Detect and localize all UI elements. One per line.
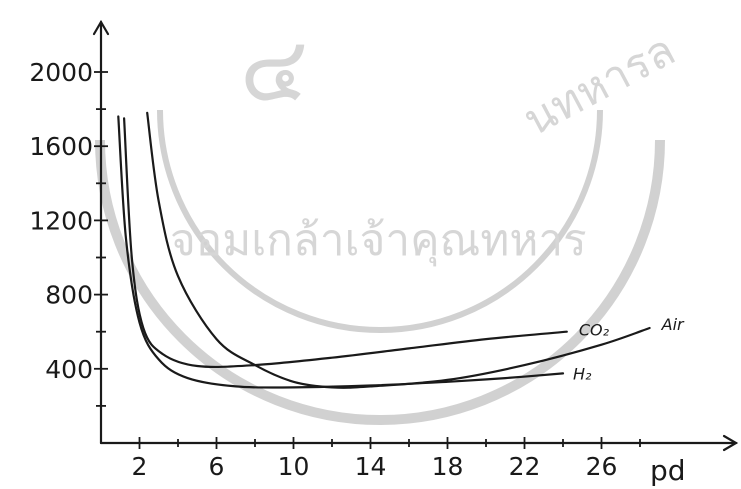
x-tick-label: 18: [432, 452, 464, 481]
y-tick-label: 400: [45, 355, 93, 384]
x-tick-label: 22: [509, 452, 541, 481]
y-tick-label: 1200: [29, 206, 93, 235]
x-tick-label: 10: [278, 452, 310, 481]
watermark-text: จอมเกล้าเจ้าคุณทหาร: [170, 215, 587, 267]
y-tick-label: 800: [45, 281, 93, 310]
series-line-h: [117, 115, 565, 389]
series-label-h: H₂: [573, 364, 592, 383]
watermark-seal: จอมเกล้าเจ้าคุณทหาร นทหารล ๔: [95, 17, 684, 425]
series-label-air: Air: [661, 315, 685, 334]
series-line-air: [146, 111, 651, 389]
x-axis-arrow: [722, 434, 739, 452]
x-tick-label: 14: [355, 452, 387, 481]
x-axis-label: pd: [650, 454, 686, 487]
y-axis-arrow: [92, 19, 110, 36]
series-label-co: CO₂: [579, 321, 610, 340]
y-tick-label: 1600: [29, 132, 93, 161]
x-tick-label: 2: [132, 452, 148, 481]
x-tick-label: 26: [586, 452, 618, 481]
y-tick-label: 2000: [29, 58, 93, 87]
watermark-numeral: ๔: [240, 17, 308, 122]
series-line-co: [123, 117, 568, 369]
x-tick-label: 6: [209, 452, 225, 481]
